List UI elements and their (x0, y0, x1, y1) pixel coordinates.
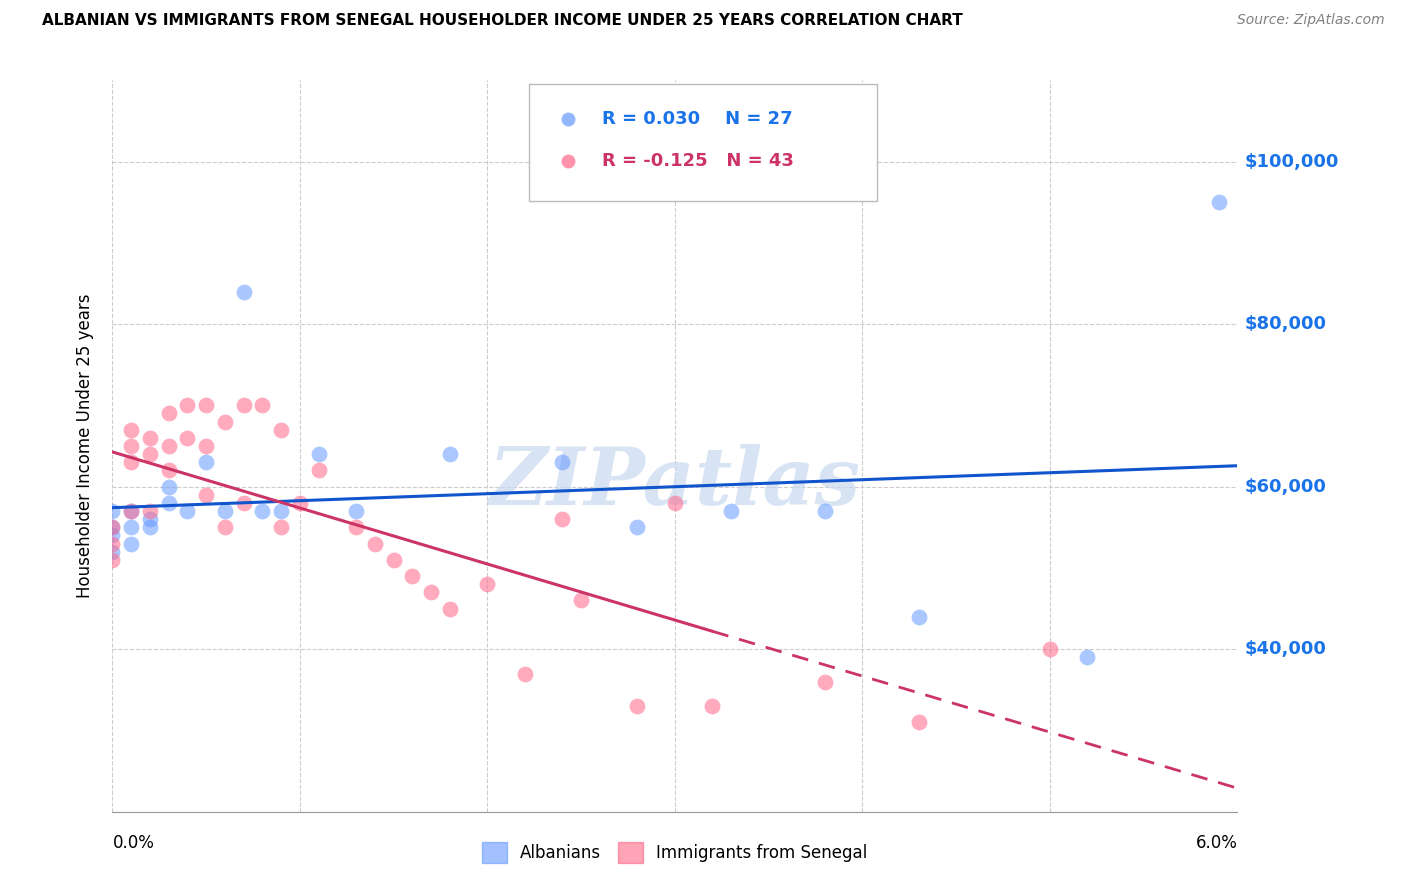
Point (344, 504, 367, 518)
Point (157, 407, 180, 421)
Point (907, 609, 929, 624)
Text: $80,000: $80,000 (1244, 315, 1326, 333)
Point (157, 439, 180, 453)
Point (252, 398, 274, 412)
Point (101, 520, 124, 534)
Point (551, 455, 574, 469)
Point (139, 504, 162, 518)
Point (308, 463, 330, 477)
Point (308, 447, 330, 461)
Point (364, 536, 387, 550)
Point (120, 439, 142, 453)
Point (120, 455, 142, 469)
Point (569, 593, 592, 607)
Point (439, 601, 461, 615)
Point (907, 715, 929, 730)
Point (176, 504, 198, 518)
Point (139, 447, 162, 461)
Point (551, 512, 574, 526)
FancyBboxPatch shape (529, 84, 877, 201)
Point (139, 431, 162, 445)
Point (439, 447, 461, 461)
Point (270, 423, 292, 437)
Point (195, 439, 218, 453)
Point (157, 463, 180, 477)
Point (101, 504, 124, 518)
Text: $100,000: $100,000 (1244, 153, 1339, 170)
Point (101, 536, 124, 550)
Point (157, 496, 180, 510)
Text: 0.0%: 0.0% (112, 834, 155, 852)
Point (101, 553, 124, 567)
Point (214, 415, 236, 429)
Text: R = 0.030    N = 27: R = 0.030 N = 27 (602, 110, 793, 128)
Point (252, 504, 274, 518)
Text: ZIPatlas: ZIPatlas (489, 444, 860, 521)
Text: $40,000: $40,000 (1244, 640, 1326, 658)
Text: R = -0.125   N = 43: R = -0.125 N = 43 (602, 152, 793, 169)
Point (814, 504, 837, 518)
Point (120, 423, 142, 437)
Point (513, 666, 536, 681)
Text: Source: ZipAtlas.com: Source: ZipAtlas.com (1237, 13, 1385, 28)
Point (270, 504, 292, 518)
Point (420, 585, 443, 599)
Legend: Albanians, Immigrants from Senegal: Albanians, Immigrants from Senegal (475, 836, 875, 869)
Point (232, 285, 254, 299)
Y-axis label: Householder Income Under 25 years: Householder Income Under 25 years (76, 293, 94, 599)
Point (626, 520, 648, 534)
Point (702, 699, 724, 714)
Point (814, 674, 837, 689)
Point (195, 455, 218, 469)
Text: $60,000: $60,000 (1244, 477, 1326, 496)
Point (176, 431, 198, 445)
Point (720, 504, 742, 518)
Point (232, 496, 254, 510)
Point (1208, 195, 1230, 210)
Point (1039, 642, 1062, 657)
Point (157, 480, 180, 494)
Text: 6.0%: 6.0% (1195, 834, 1237, 852)
Point (120, 504, 142, 518)
Point (401, 569, 423, 583)
Point (120, 520, 142, 534)
Point (139, 512, 162, 526)
Point (477, 577, 499, 591)
Point (120, 536, 142, 550)
Point (195, 488, 218, 502)
Point (139, 520, 162, 534)
Point (382, 553, 405, 567)
Point (214, 520, 236, 534)
Point (270, 520, 292, 534)
Text: ALBANIAN VS IMMIGRANTS FROM SENEGAL HOUSEHOLDER INCOME UNDER 25 YEARS CORRELATIO: ALBANIAN VS IMMIGRANTS FROM SENEGAL HOUS… (42, 13, 963, 29)
Point (288, 496, 311, 510)
Point (232, 398, 254, 412)
Point (344, 520, 367, 534)
Point (664, 496, 686, 510)
Point (101, 520, 124, 534)
Point (195, 398, 218, 412)
Point (176, 398, 198, 412)
Point (101, 528, 124, 542)
Point (101, 544, 124, 558)
Point (120, 504, 142, 518)
Point (214, 504, 236, 518)
Point (1076, 650, 1098, 665)
Point (626, 699, 648, 714)
